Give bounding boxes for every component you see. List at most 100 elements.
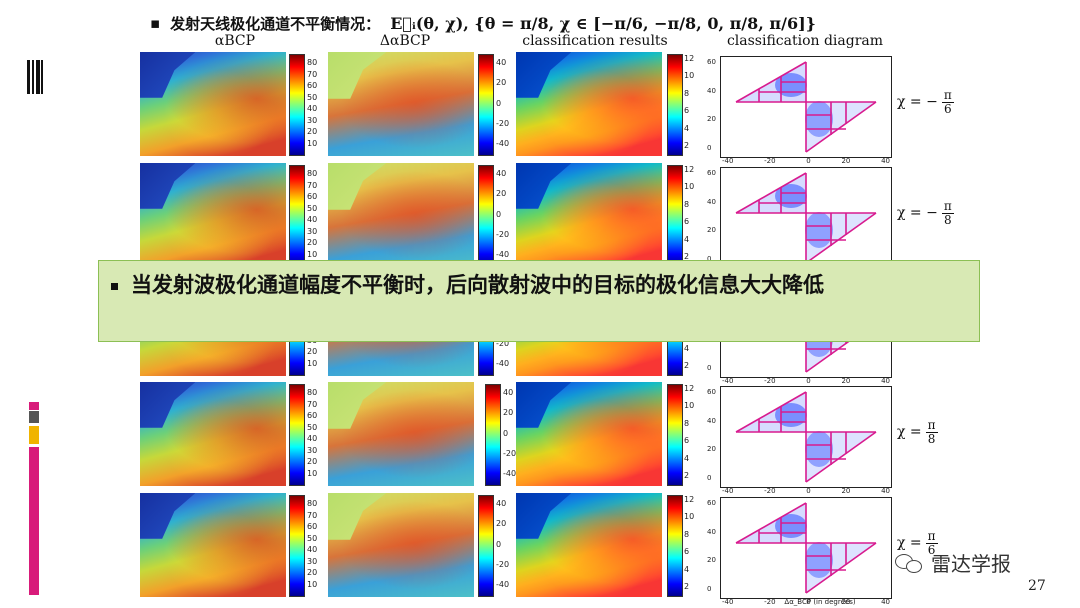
alpha-colorbar-ticks-label: 10 bbox=[307, 579, 318, 589]
diagram-x-tick: -40 bbox=[722, 377, 734, 385]
delta-colorbar-ticks-label: -40 bbox=[496, 359, 510, 368]
column-header-classification: classification results bbox=[522, 33, 668, 49]
alpha-colorbar-ticks-label: 30 bbox=[307, 556, 318, 566]
diagram-x-tick: 0 bbox=[806, 487, 811, 495]
callout-bullet bbox=[111, 283, 118, 290]
delta-colorbar-ticks-label: -20 bbox=[496, 338, 510, 348]
class-colorbar-ticks-label: 2 bbox=[684, 581, 690, 591]
diagram-x-tick: 0 bbox=[806, 598, 811, 606]
delta-colorbar bbox=[485, 384, 501, 486]
delta-colorbar-ticks-label: 0 bbox=[496, 98, 502, 108]
class-colorbar-ticks-label: 6 bbox=[684, 436, 690, 446]
alpha-colorbar bbox=[289, 165, 305, 267]
delta-colorbar-ticks-label: 40 bbox=[496, 169, 507, 178]
classification-map bbox=[516, 52, 662, 156]
diagram-x-ticks: -40 -20 0 20 40 bbox=[722, 598, 890, 606]
class-colorbar-ticks: 12 10 8 6 4 2 bbox=[684, 165, 704, 261]
diagram-y-ticks: 60 40 20 0 bbox=[707, 388, 716, 482]
diagram-x-tick: -20 bbox=[764, 487, 776, 495]
class-colorbar bbox=[667, 54, 683, 156]
delta-colorbar bbox=[478, 54, 494, 156]
chi-numerator: π bbox=[925, 417, 938, 433]
density-hotspot-upper bbox=[775, 184, 807, 208]
alpha-colorbar-ticks-label: 50 bbox=[307, 203, 318, 213]
alpha-colorbar-ticks-label: 20 bbox=[307, 238, 318, 248]
delta-colorbar-ticks-label: 0 bbox=[496, 539, 502, 549]
diagram-x-tick: -40 bbox=[722, 157, 734, 165]
class-colorbar-ticks-label: 4 bbox=[684, 123, 690, 133]
class-colorbar-ticks-label: 2 bbox=[684, 251, 690, 261]
class-colorbar-ticks-label: 8 bbox=[684, 88, 690, 98]
class-colorbar bbox=[667, 495, 683, 597]
density-hotspot-upper bbox=[775, 514, 807, 538]
callout-text: 当发射波极化通道幅度不平衡时，后向散射波中的目标的极化信息大大降低 bbox=[131, 273, 824, 297]
class-boundary-line bbox=[805, 431, 877, 483]
delta-colorbar-ticks-label: 20 bbox=[496, 189, 507, 199]
alpha-map bbox=[140, 163, 286, 267]
delta-alpha-map bbox=[328, 382, 474, 486]
class-colorbar-ticks-label: 2 bbox=[684, 360, 690, 370]
alpha-map bbox=[140, 493, 286, 597]
diagram-x-ticks: -40 -20 0 20 40 bbox=[722, 487, 890, 495]
classification-diagram bbox=[720, 167, 892, 269]
delta-colorbar-ticks-label: -20 bbox=[496, 229, 510, 239]
delta-colorbar-ticks-label: -20 bbox=[496, 559, 510, 569]
chi-numerator: π bbox=[941, 87, 954, 103]
delta-colorbar-ticks-label: 0 bbox=[503, 428, 509, 438]
delta-colorbar-ticks: 40 20 0 -20 -40 bbox=[496, 499, 516, 589]
delta-colorbar-ticks-label: -40 bbox=[503, 469, 517, 478]
diagram-x-tick: -40 bbox=[722, 487, 734, 495]
alpha-colorbar-ticks-label: 10 bbox=[307, 138, 318, 148]
sidebar-accent-yellow bbox=[29, 426, 39, 444]
title-bullet: ▪ bbox=[150, 14, 161, 32]
slide-title: ▪ 发射天线极化通道不平衡情况： E⃗ᵢ(θ, χ), {θ = π/8, χ … bbox=[150, 8, 930, 38]
diagram-y-tick: 40 bbox=[707, 527, 716, 536]
column-header-alpha: αBCP bbox=[214, 33, 256, 49]
class-colorbar-ticks-label: 8 bbox=[684, 529, 690, 539]
sidebar-accent-pink bbox=[29, 447, 39, 595]
diagram-x-tick: 20 bbox=[841, 598, 851, 606]
alpha-colorbar-ticks-label: 60 bbox=[307, 81, 318, 91]
density-hotspot-lower bbox=[805, 212, 833, 248]
class-colorbar-ticks-label: 10 bbox=[684, 182, 695, 192]
class-colorbar bbox=[667, 165, 683, 267]
class-boundary-line bbox=[735, 391, 807, 433]
diagram-x-tick: 0 bbox=[806, 377, 811, 385]
diagram-x-ticks: -40 -20 0 20 40 bbox=[722, 157, 890, 165]
alpha-colorbar-ticks-label: 70 bbox=[307, 399, 318, 409]
chi-prefix: χ = bbox=[897, 535, 922, 551]
delta-colorbar bbox=[478, 165, 494, 267]
class-colorbar-ticks-label: 4 bbox=[684, 564, 690, 574]
class-colorbar-ticks: 12 10 8 6 4 2 bbox=[684, 54, 704, 150]
alpha-colorbar-ticks-label: 10 bbox=[307, 358, 318, 368]
title-text: 发射天线极化通道不平衡情况： bbox=[170, 14, 381, 33]
class-colorbar-ticks-label: 2 bbox=[684, 470, 690, 480]
delta-colorbar-ticks: 40 20 0 -20 -40 bbox=[496, 58, 516, 148]
alpha-colorbar-ticks-label: 60 bbox=[307, 411, 318, 421]
classification-map bbox=[516, 382, 662, 486]
alpha-colorbar-ticks-label: 40 bbox=[307, 545, 318, 555]
diagram-y-ticks: 60 40 20 0 bbox=[707, 169, 716, 263]
delta-colorbar-ticks-label: -20 bbox=[503, 448, 517, 458]
alpha-colorbar-ticks-label: 40 bbox=[307, 434, 318, 444]
chi-numerator: π bbox=[925, 528, 938, 544]
delta-colorbar-ticks: 40 20 0 -20 -40 bbox=[503, 388, 523, 478]
diagram-x-ticks: -40 -20 0 20 40 bbox=[722, 377, 890, 385]
diagram-x-tick: -20 bbox=[764, 157, 776, 165]
chi-label: χ = − π 6 bbox=[897, 82, 954, 122]
diagram-y-tick: 60 bbox=[707, 388, 716, 396]
diagram-y-tick: 0 bbox=[707, 473, 712, 482]
class-boundary-line bbox=[735, 172, 807, 214]
journal-logo: 雷达学报 bbox=[895, 548, 1011, 577]
alpha-colorbar-ticks-label: 20 bbox=[307, 568, 318, 578]
classification-diagram bbox=[720, 386, 892, 488]
alpha-colorbar-ticks-label: 10 bbox=[307, 468, 318, 478]
alpha-colorbar-ticks-label: 20 bbox=[307, 347, 318, 357]
